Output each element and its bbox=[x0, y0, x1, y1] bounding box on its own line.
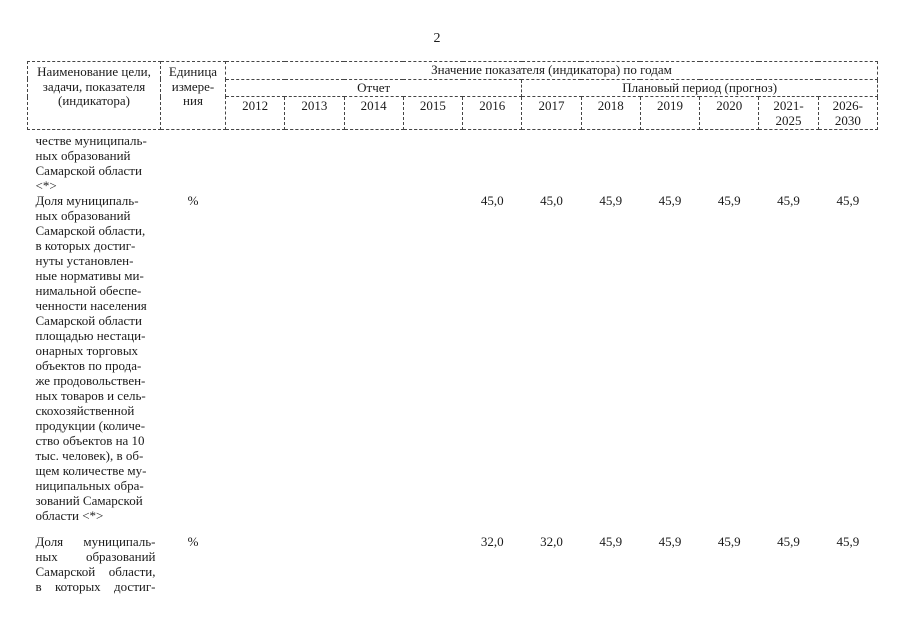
indicator-name-cell: Доля муниципаль-ных образований Самарской… bbox=[35, 534, 156, 594]
value-cell bbox=[759, 130, 818, 194]
value-cell: 45,9 bbox=[836, 193, 860, 208]
col-header-values-by-year: Значение показателя (индикатора) по года… bbox=[225, 61, 878, 80]
col-header-year-2026-2030: 2026- 2030 bbox=[817, 96, 879, 130]
col-header-year-2017: 2017 bbox=[521, 96, 582, 130]
col-header-unit: Единица измере-ния bbox=[160, 61, 226, 130]
value-cell: 45,9 bbox=[777, 534, 800, 549]
col-header-year-2016: 2016 bbox=[462, 96, 523, 130]
col-header-year-2012: 2012 bbox=[224, 96, 286, 130]
value-cell bbox=[522, 130, 581, 194]
indicator-name-cell: Доля муниципаль-ных образований Самарской… bbox=[35, 193, 147, 523]
col-header-year-2015: 2015 bbox=[402, 96, 464, 130]
value-cell: 45,9 bbox=[717, 193, 741, 208]
value-cell: 45,9 bbox=[777, 193, 800, 208]
table-header: Наименование цели, задачи, показателя (инд… bbox=[27, 61, 879, 130]
value-cell bbox=[463, 130, 522, 194]
value-cell: 45,9 bbox=[836, 534, 860, 549]
value-cell bbox=[403, 523, 462, 594]
col-header-indicator-name: Наименование цели, задачи, показателя (инд… bbox=[27, 61, 161, 130]
col-header-year-2021-2025: 2021- 2025 bbox=[758, 96, 819, 130]
value-cell bbox=[344, 130, 403, 194]
value-cell: 45,9 bbox=[599, 534, 623, 549]
col-header-year-2018: 2018 bbox=[580, 96, 641, 130]
table-row: честве муниципаль-ных образований Самарск… bbox=[28, 130, 878, 194]
table-row: Доля муниципаль-ных образований Самарской… bbox=[28, 523, 878, 594]
indicator-name-cell: честве муниципаль-ных образований Самарск… bbox=[35, 133, 147, 193]
col-group-report: Отчет bbox=[224, 78, 523, 97]
table-row: Доля муниципаль-ных образований Самарской… bbox=[28, 193, 878, 523]
col-header-year-2014: 2014 bbox=[343, 96, 404, 130]
value-cell bbox=[344, 193, 403, 523]
col-header-year-2020: 2020 bbox=[699, 96, 760, 130]
value-cell: 45,0 bbox=[540, 193, 563, 208]
unit-cell: % bbox=[187, 534, 199, 549]
value-cell bbox=[285, 130, 344, 194]
col-header-year-2019: 2019 bbox=[639, 96, 701, 130]
value-cell: 45,9 bbox=[658, 534, 682, 549]
value-cell: 45,9 bbox=[658, 193, 682, 208]
value-cell: 45,9 bbox=[717, 534, 741, 549]
value-cell bbox=[581, 130, 640, 194]
value-cell bbox=[700, 130, 759, 194]
page-number: 2 bbox=[433, 31, 441, 46]
value-cell bbox=[640, 130, 699, 194]
value-cell bbox=[403, 130, 462, 194]
unit-cell: % bbox=[187, 193, 199, 208]
value-cell: 45,0 bbox=[480, 193, 504, 208]
value-cell bbox=[226, 130, 285, 194]
value-cell bbox=[818, 130, 877, 194]
value-cell bbox=[403, 193, 462, 523]
indicators-table: Наименование цели, задачи, показателя (инд… bbox=[27, 61, 879, 594]
value-cell bbox=[344, 523, 403, 594]
col-header-year-2013: 2013 bbox=[284, 96, 345, 130]
value-cell bbox=[226, 523, 285, 594]
value-cell bbox=[226, 193, 285, 523]
value-cell: 45,9 bbox=[599, 193, 623, 208]
value-cell: 32,0 bbox=[480, 534, 504, 549]
col-group-plan-period: Плановый период (прогноз) bbox=[521, 78, 878, 97]
value-cell bbox=[285, 193, 344, 523]
value-cell: 32,0 bbox=[540, 534, 563, 549]
unit-cell bbox=[161, 130, 226, 194]
value-cell bbox=[285, 523, 344, 594]
